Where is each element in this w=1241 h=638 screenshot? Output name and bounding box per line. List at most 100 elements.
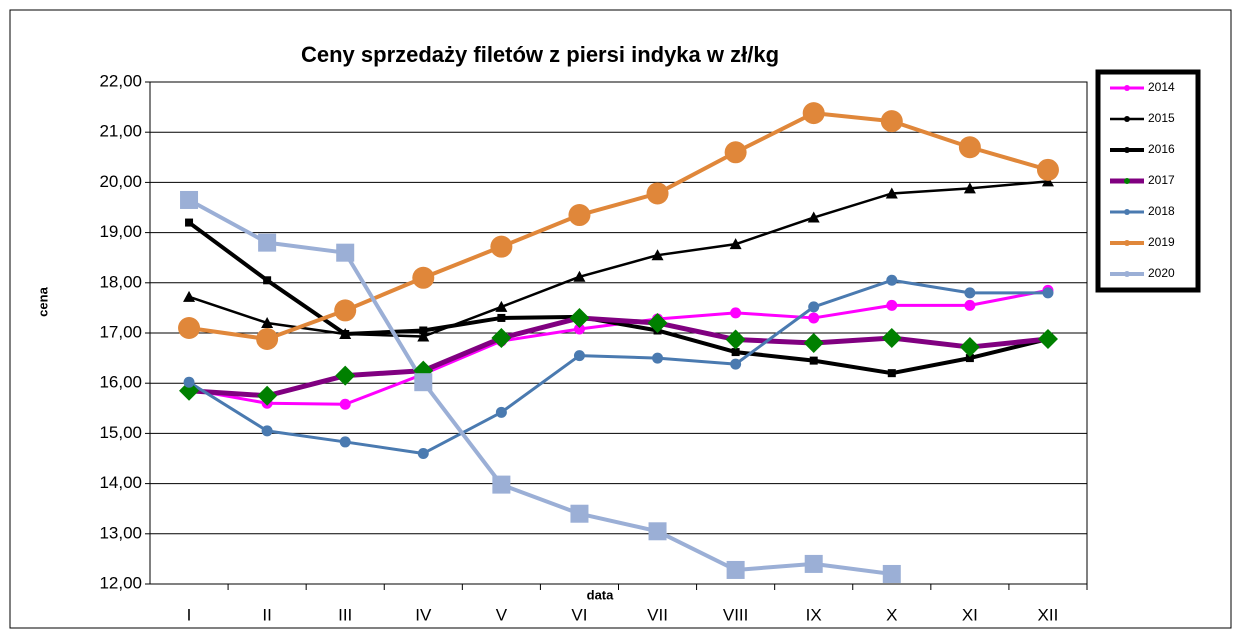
x-tick-label: X [886, 605, 897, 624]
y-tick-label: 12,00 [99, 573, 142, 592]
data-point [730, 307, 742, 319]
data-point [497, 313, 506, 322]
x-axis-label: data [587, 587, 615, 602]
data-point [183, 376, 195, 388]
x-tick-label: VI [571, 605, 587, 624]
series-line [187, 220, 1049, 376]
legend-label: 2015 [1148, 111, 1175, 125]
series-line [188, 198, 893, 576]
data-point [885, 187, 898, 199]
x-tick-label: VIII [723, 605, 749, 624]
y-tick-label: 22,00 [99, 71, 142, 90]
series-line [188, 111, 1049, 342]
data-point [490, 235, 513, 258]
data-point [886, 274, 898, 286]
x-tick-label: XI [962, 605, 978, 624]
data-point [652, 352, 664, 364]
y-tick-label: 19,00 [99, 222, 142, 241]
data-point [573, 350, 585, 362]
legend-marker [1124, 85, 1130, 91]
data-point [724, 141, 747, 164]
legend-marker [1124, 271, 1130, 277]
data-point [261, 316, 274, 328]
x-tick-label: IX [806, 605, 822, 624]
data-point [808, 312, 820, 324]
data-point [963, 182, 976, 194]
data-point [257, 385, 278, 406]
data-point [178, 316, 201, 339]
data-point [886, 299, 898, 311]
data-point [412, 266, 435, 289]
data-point [570, 504, 589, 523]
data-point [882, 564, 901, 583]
data-point [263, 276, 272, 285]
data-point [647, 312, 668, 333]
data-point [729, 238, 742, 250]
data-point [959, 337, 980, 358]
data-point [726, 560, 745, 579]
data-point [419, 326, 428, 335]
data-point [569, 307, 590, 328]
data-point [802, 102, 825, 125]
data-point [417, 447, 429, 459]
data-point [808, 301, 820, 313]
data-point [185, 218, 194, 227]
legend-label: 2018 [1148, 204, 1175, 218]
legend-label: 2017 [1148, 173, 1175, 187]
data-point [964, 287, 976, 299]
x-tick-label: III [338, 605, 352, 624]
data-point [965, 354, 974, 363]
data-point [258, 233, 277, 252]
data-point [414, 373, 433, 392]
data-point [1041, 175, 1054, 187]
data-point [887, 369, 896, 378]
y-tick-label: 21,00 [99, 122, 142, 141]
y-tick-label: 13,00 [99, 523, 142, 542]
data-point [334, 299, 357, 322]
data-point [1037, 329, 1058, 350]
data-point [179, 380, 200, 401]
legend-marker [1124, 240, 1130, 246]
data-point [573, 323, 585, 335]
data-point [261, 425, 273, 437]
legend-marker [1124, 178, 1130, 184]
data-point [256, 328, 279, 351]
data-point [568, 204, 591, 227]
x-tick-label: V [496, 605, 508, 624]
data-point [341, 330, 350, 339]
series-line [188, 315, 1049, 399]
data-point [180, 190, 199, 209]
data-point [731, 348, 740, 357]
x-tick-label: I [187, 605, 192, 624]
data-point [648, 522, 667, 541]
legend-marker [1124, 209, 1130, 215]
legend-marker [1124, 147, 1130, 153]
data-point [491, 328, 512, 349]
chart-title: Ceny sprzedaży filetów z piersi indyka w… [301, 42, 779, 67]
x-tick-label: II [262, 605, 271, 624]
data-point [417, 330, 430, 342]
data-point [646, 182, 669, 205]
legend-marker [1124, 116, 1130, 122]
data-point [881, 328, 902, 349]
data-point [492, 475, 511, 494]
data-point [339, 436, 351, 448]
data-point [725, 329, 746, 350]
y-tick-label: 16,00 [99, 373, 142, 392]
data-point [958, 136, 981, 159]
x-tick-label: IV [415, 605, 432, 624]
data-point [809, 356, 818, 365]
data-point [335, 365, 356, 386]
y-axis-label: cena [35, 286, 50, 316]
x-tick-label: XII [1038, 605, 1059, 624]
data-point [651, 249, 664, 261]
data-point [573, 270, 586, 282]
data-point [183, 290, 196, 302]
series-line [188, 278, 1048, 455]
data-point [495, 406, 507, 418]
data-point [804, 554, 823, 573]
legend-label: 2020 [1148, 266, 1175, 280]
data-point [336, 243, 355, 262]
legend-label: 2019 [1148, 235, 1175, 249]
